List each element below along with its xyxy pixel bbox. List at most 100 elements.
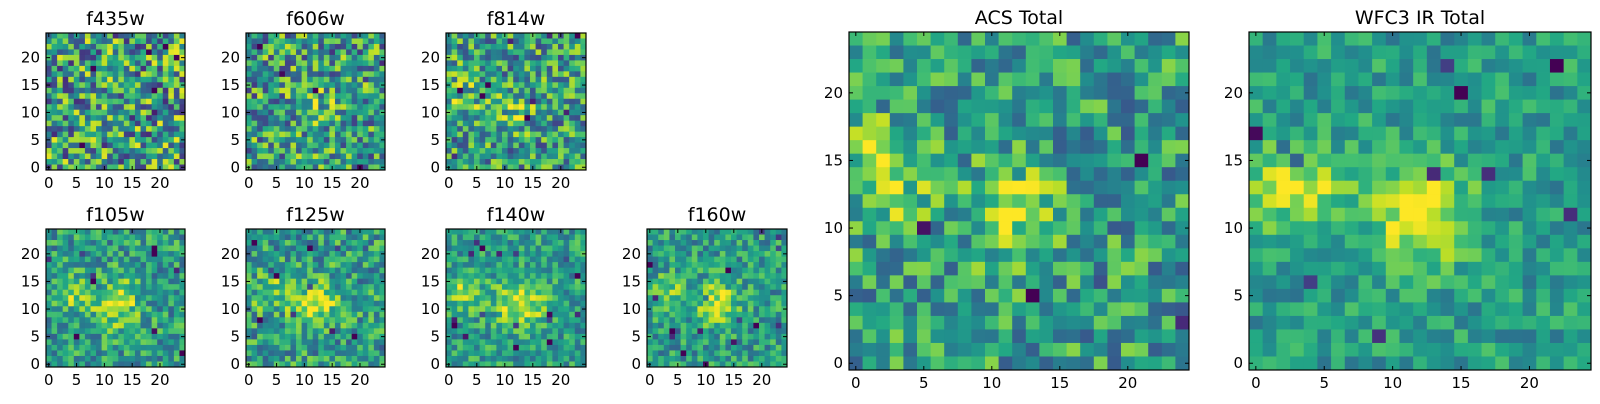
heatmap-cell: [446, 328, 452, 334]
heatmap-cell: [474, 143, 480, 149]
heatmap-cell: [502, 110, 508, 116]
heatmap-cell: [152, 262, 158, 268]
heatmap-cell: [279, 229, 285, 235]
heatmap-cell: [524, 126, 530, 132]
heatmap-cell: [274, 306, 280, 312]
heatmap-cell: [452, 60, 458, 66]
heatmap-cell: [552, 159, 558, 165]
heatmap-cell: [346, 154, 352, 160]
heatmap-cell: [146, 77, 152, 83]
heatmap-cell: [876, 113, 890, 127]
heatmap-cell: [90, 60, 96, 66]
heatmap-cell: [564, 66, 570, 72]
heatmap-cell: [63, 93, 69, 99]
heatmap-cell: [363, 345, 369, 351]
heatmap-cell: [168, 137, 174, 143]
heatmap-cell: [68, 99, 74, 105]
heatmap-cell: [513, 143, 519, 149]
heatmap-cell: [302, 312, 308, 318]
heatmap-cell: [79, 251, 85, 257]
heatmap-cell: [480, 132, 486, 138]
heatmap-cell: [524, 295, 530, 301]
heatmap-cell: [63, 115, 69, 121]
heatmap-cell: [57, 44, 63, 50]
heatmap-cell: [129, 66, 135, 72]
heatmap-cell: [329, 159, 335, 165]
heatmap-cell: [146, 345, 152, 351]
heatmap-cell: [313, 312, 319, 318]
heatmap-cell: [552, 38, 558, 44]
heatmap-cell: [457, 110, 463, 116]
heatmap-cell: [709, 317, 715, 323]
heatmap-cell: [163, 284, 169, 290]
heatmap-cell: [257, 229, 263, 235]
heatmap-cell: [79, 49, 85, 55]
heatmap-cell: [697, 295, 703, 301]
heatmap-cell: [658, 339, 664, 345]
heatmap-cell: [513, 121, 519, 127]
heatmap-cell: [480, 143, 486, 149]
heatmap-cell: [452, 93, 458, 99]
heatmap-cell: [876, 73, 890, 87]
heatmap-cell: [246, 38, 252, 44]
heatmap-cell: [52, 33, 58, 39]
heatmap-cell: [174, 38, 180, 44]
heatmap-cell: [374, 121, 380, 127]
heatmap-cell: [135, 60, 141, 66]
heatmap-cell: [502, 240, 508, 246]
heatmap-cell: [274, 262, 280, 268]
heatmap-cell: [558, 251, 564, 257]
heatmap-cell: [157, 257, 163, 263]
heatmap-cell: [547, 334, 553, 340]
heatmap-cell: [346, 110, 352, 116]
heatmap-cell: [335, 137, 341, 143]
heatmap-cell: [468, 284, 474, 290]
heatmap-cell: [307, 121, 313, 127]
heatmap-cell: [985, 194, 999, 208]
heatmap-cell: [274, 110, 280, 116]
heatmap-cell: [68, 306, 74, 312]
heatmap-cell: [703, 295, 709, 301]
heatmap-cell: [135, 49, 141, 55]
heatmap-cell: [737, 273, 743, 279]
heatmap-cell: [141, 334, 147, 340]
heatmap-cell: [999, 154, 1013, 168]
heatmap-cell: [141, 306, 147, 312]
heatmap-cell: [118, 345, 124, 351]
heatmap-cell: [692, 345, 698, 351]
heatmap-cell: [290, 251, 296, 257]
heatmap-cell: [770, 295, 776, 301]
heatmap-cell: [452, 49, 458, 55]
heatmap-cell: [124, 33, 130, 39]
heatmap-cell: [263, 44, 269, 50]
heatmap-cell: [252, 66, 258, 72]
heatmap-cell: [536, 38, 542, 44]
heatmap-cell: [1012, 59, 1026, 73]
heatmap-cell: [107, 137, 113, 143]
heatmap-cell: [1162, 32, 1176, 46]
heatmap-cell: [335, 301, 341, 307]
heatmap-cell: [168, 246, 174, 252]
heatmap-cell: [290, 328, 296, 334]
heatmap-cell: [737, 290, 743, 296]
heatmap-cell: [502, 328, 508, 334]
heatmap-cell: [296, 290, 302, 296]
heatmap-cell: [463, 99, 469, 105]
heatmap-cell: [720, 350, 726, 356]
heatmap-cell: [357, 137, 363, 143]
heatmap-cell: [524, 66, 530, 72]
heatmap-cell: [653, 301, 659, 307]
heatmap-cell: [502, 317, 508, 323]
heatmap-cell: [118, 268, 124, 274]
heatmap-cell: [903, 32, 917, 46]
heatmap-cell: [508, 339, 514, 345]
heatmap-cell: [146, 350, 152, 356]
heatmap-cell: [296, 115, 302, 121]
heatmap-cell: [79, 273, 85, 279]
heatmap-cell: [174, 312, 180, 318]
heatmap-cell: [129, 339, 135, 345]
heatmap-cell: [564, 115, 570, 121]
heatmap-cell: [519, 273, 525, 279]
heatmap-cell: [157, 246, 163, 252]
heatmap-cell: [346, 99, 352, 105]
